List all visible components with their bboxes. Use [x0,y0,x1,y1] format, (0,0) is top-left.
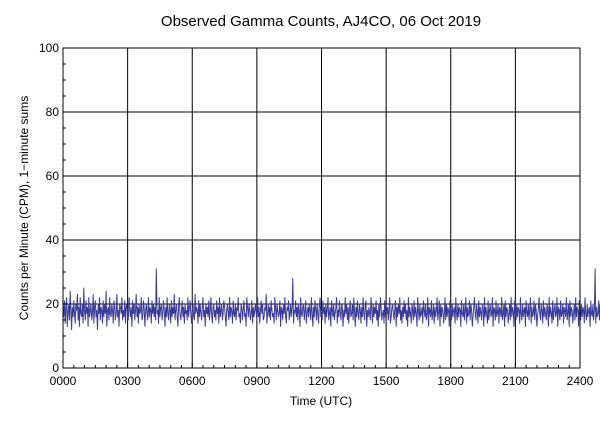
y-tick-label: 80 [46,105,60,119]
grid [63,48,580,368]
x-tick-label: 0000 [50,374,77,388]
x-tick-label: 2100 [502,374,529,388]
x-tick-label: 2400 [567,374,594,388]
series-layer [62,268,600,331]
x-tick-label: 1500 [373,374,400,388]
x-tick-label: 1800 [437,374,464,388]
x-tick-label: 1200 [308,374,335,388]
y-tick-label: 60 [46,169,60,183]
chart-title: Observed Gamma Counts, AJ4CO, 06 Oct 201… [161,13,481,30]
y-tick-label: 100 [39,41,59,55]
series-line [62,268,600,331]
x-axis-label: Time (UTC) [290,394,352,408]
x-tick-label: 0600 [179,374,206,388]
x-tick-label: 0300 [114,374,141,388]
y-axis-label: Counts per Minute (CPM), 1−minute sums [17,96,31,320]
x-tick-label: 0900 [244,374,271,388]
y-tick-label: 40 [46,233,60,247]
ticks: 0000 0300 0600 0900 1200 1500 1800 2100 2400 0 20 4… [39,41,594,388]
y-tick-label: 0 [52,361,59,375]
y-tick-label: 20 [46,297,60,311]
